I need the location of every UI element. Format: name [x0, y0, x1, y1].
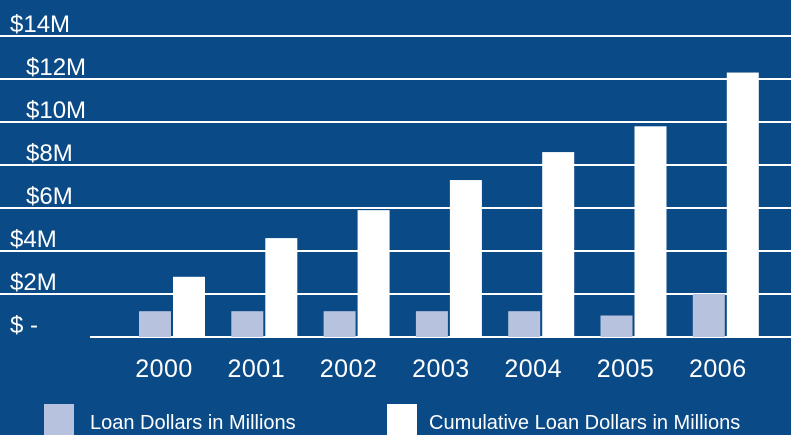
- y-tick-label: $2M: [10, 269, 57, 296]
- y-tick-label: $8M: [26, 140, 73, 167]
- bar-loan: [508, 311, 541, 337]
- bar-cumulative: [634, 126, 667, 337]
- bar-cumulative: [449, 180, 482, 337]
- y-tick-label: $14M: [10, 11, 70, 38]
- y-tick-label: $12M: [26, 54, 86, 81]
- bar-loan: [323, 311, 356, 337]
- x-tick-label: 2003: [412, 355, 470, 383]
- bar-cumulative: [173, 276, 205, 337]
- legend-label-loan: Loan Dollars in Millions: [90, 412, 296, 434]
- bar-loan: [139, 311, 171, 337]
- bars: [139, 72, 759, 338]
- x-tick-label: 2001: [227, 355, 285, 383]
- x-tick-label: 2006: [689, 355, 747, 383]
- bar-loan: [415, 311, 448, 337]
- y-axis-tick-labels: $ - $2M $4M $6M $8M $10M $12M $14M: [10, 11, 86, 339]
- bar-cumulative: [357, 210, 390, 337]
- legend-swatch-loan: [44, 404, 74, 435]
- bar-loan: [231, 311, 264, 337]
- y-tick-label: $6M: [26, 183, 73, 210]
- x-tick-label: 2004: [504, 355, 562, 383]
- legend-label-cumulative: Cumulative Loan Dollars in Millions: [429, 412, 740, 434]
- bar-loan: [692, 294, 725, 337]
- bar-cumulative: [265, 238, 298, 337]
- gridlines: [0, 35, 791, 338]
- y-tick-label: $ -: [10, 312, 38, 339]
- legend-swatch-cumulative: [387, 404, 417, 435]
- x-tick-label: 2000: [135, 355, 193, 383]
- y-tick-label: $10M: [26, 97, 86, 124]
- x-tick-label: 2005: [597, 355, 655, 383]
- bar-cumulative: [726, 72, 759, 338]
- bar-cumulative: [542, 152, 575, 337]
- bar-loan: [600, 315, 633, 337]
- x-axis-tick-labels: 2000 2001 2002 2003 2004 2005 2006: [135, 355, 746, 383]
- legend: Loan Dollars in Millions Cumulative Loan…: [44, 404, 740, 435]
- y-tick-label: $4M: [10, 226, 57, 253]
- x-tick-label: 2002: [320, 355, 378, 383]
